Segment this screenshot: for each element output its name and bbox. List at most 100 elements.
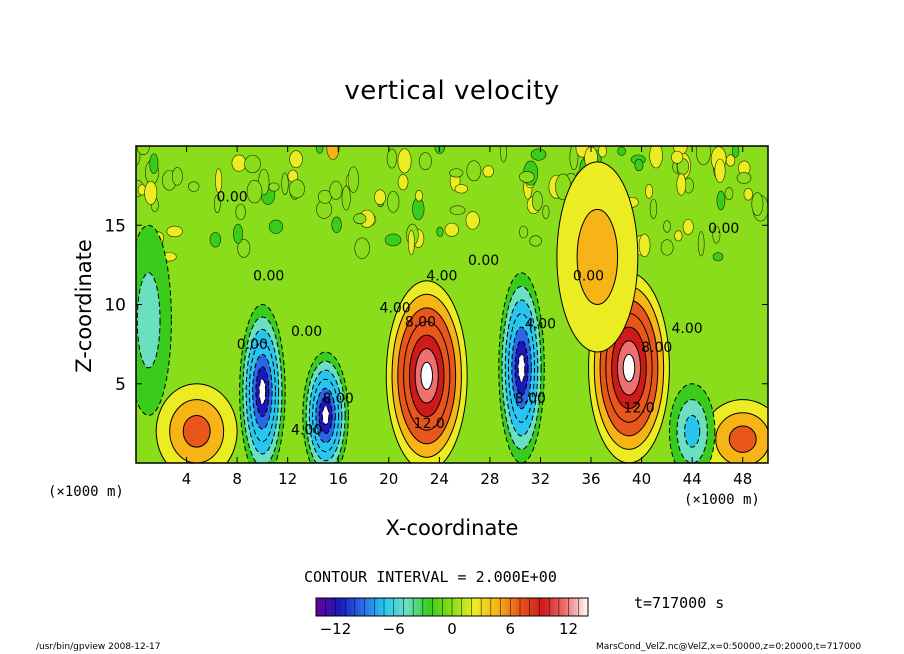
turbulent-cell: [329, 180, 343, 200]
updraft-contour: [622, 353, 636, 382]
downdraft-contour: [258, 378, 267, 405]
turbulent-cell: [466, 160, 482, 182]
turbulent-cell: [289, 150, 303, 168]
turbulent-cell: [519, 225, 529, 239]
turbulent-cell: [530, 148, 547, 161]
turbulent-cell: [674, 230, 683, 242]
turbulent-cell: [436, 226, 444, 237]
downdraft-contour: [684, 414, 701, 448]
turbulent-cell: [166, 225, 183, 238]
turbulent-cell: [649, 198, 658, 219]
colorbar-tick-label: 12: [559, 620, 578, 638]
turbulent-cell: [237, 238, 251, 258]
contour-label: 0.00: [291, 324, 322, 340]
x-tick-label: 48: [733, 470, 752, 488]
turbulent-cell: [454, 184, 469, 194]
turbulent-cell: [407, 230, 415, 256]
updraft-3: [701, 399, 768, 463]
x-tick-label: 28: [480, 470, 499, 488]
colorbar-tick-label: −12: [320, 620, 352, 638]
turbulent-cell: [569, 146, 579, 171]
turbulent-cell: [268, 182, 280, 192]
turbulent-cell: [751, 192, 764, 216]
turbulent-cell: [418, 152, 432, 171]
contour-label: 8.00: [323, 391, 354, 407]
turbulent-cell: [724, 187, 734, 201]
turbulent-cell: [743, 187, 753, 201]
turbulent-cell: [331, 216, 342, 233]
x-tick-label: 40: [632, 470, 651, 488]
turbulent-cell: [235, 203, 246, 221]
turbulent-cell: [519, 171, 535, 183]
contour-label: 8.00: [641, 340, 672, 356]
contour-label: 4.00: [426, 269, 457, 285]
downdraft-0: [239, 304, 286, 463]
updraft-0: [385, 280, 468, 463]
contour-label: 0.00: [253, 269, 284, 285]
x-unit-label: (×1000 m): [684, 492, 760, 508]
turbulent-cell: [638, 233, 651, 258]
turbulent-cell: [353, 213, 367, 225]
footer-source: MarsCond_VelZ.nc@VelZ,x=0:50000,z=0:2000…: [596, 642, 862, 652]
turbulent-cell: [695, 146, 711, 166]
turbulent-cell: [671, 150, 684, 164]
turbulent-cell: [482, 165, 494, 178]
chart-title: vertical velocity: [344, 76, 560, 106]
turbulent-cell: [714, 158, 726, 183]
turbulent-cell: [268, 219, 284, 234]
turbulent-cell: [712, 252, 724, 262]
x-tick-label: 32: [531, 470, 550, 488]
contour-interval-text: CONTOUR INTERVAL = 2.000E+00: [304, 568, 557, 586]
contour-label: 12.0: [623, 400, 654, 416]
turbulent-cell: [465, 211, 480, 230]
y-tick-label: 5: [115, 375, 126, 395]
turbulent-cell: [281, 172, 289, 196]
turbulent-cell: [529, 235, 542, 247]
contour-label: 0.00: [216, 189, 247, 205]
turbulent-cell: [387, 191, 400, 213]
plot-field: [136, 146, 768, 463]
turbulent-cell: [288, 179, 305, 199]
turbulent-cell: [617, 146, 626, 156]
contour-label: 8.00: [515, 391, 546, 407]
x-tick-label: 16: [329, 470, 348, 488]
turbulent-cell: [213, 194, 221, 214]
turbulent-cell: [444, 222, 459, 237]
contour-label: 0.00: [573, 269, 604, 285]
turbulent-cell: [725, 154, 736, 167]
contour-label: 0.00: [237, 337, 268, 353]
turbulent-cell: [531, 191, 543, 211]
turbulent-cell: [645, 184, 654, 199]
turbulent-cell: [731, 146, 740, 158]
updraft-2: [155, 383, 238, 463]
contour-label: 4.00: [291, 422, 322, 438]
colorbar-tick-label: −6: [383, 620, 405, 638]
x-tick-label: 24: [430, 470, 449, 488]
turbulent-cell: [144, 180, 158, 205]
turbulent-cell: [233, 223, 244, 244]
turbulent-cell: [598, 146, 607, 158]
updraft-contour: [182, 414, 211, 448]
downdraft-4: [136, 224, 172, 416]
turbulent-cell: [149, 153, 159, 174]
turbulent-cell: [244, 154, 261, 174]
contour-label: 4.00: [380, 300, 411, 316]
z-unit-label: (×1000 m): [48, 484, 124, 500]
turbulent-cell: [374, 189, 386, 205]
x-tick-label: 36: [581, 470, 600, 488]
turbulent-cell: [397, 174, 409, 191]
updraft-contour: [420, 361, 433, 390]
downdraft-2: [498, 272, 545, 463]
turbulent-cell: [341, 185, 351, 211]
turbulent-cell: [542, 205, 550, 219]
contour-label: 0.00: [468, 253, 499, 269]
turbulent-cell: [660, 239, 674, 256]
turbulent-cell: [682, 219, 694, 235]
y-tick-label: 10: [104, 296, 126, 316]
x-tick-label: 12: [278, 470, 297, 488]
contour-label: 12.0: [414, 416, 445, 432]
y-axis-label: Z-coordinate: [72, 239, 96, 373]
